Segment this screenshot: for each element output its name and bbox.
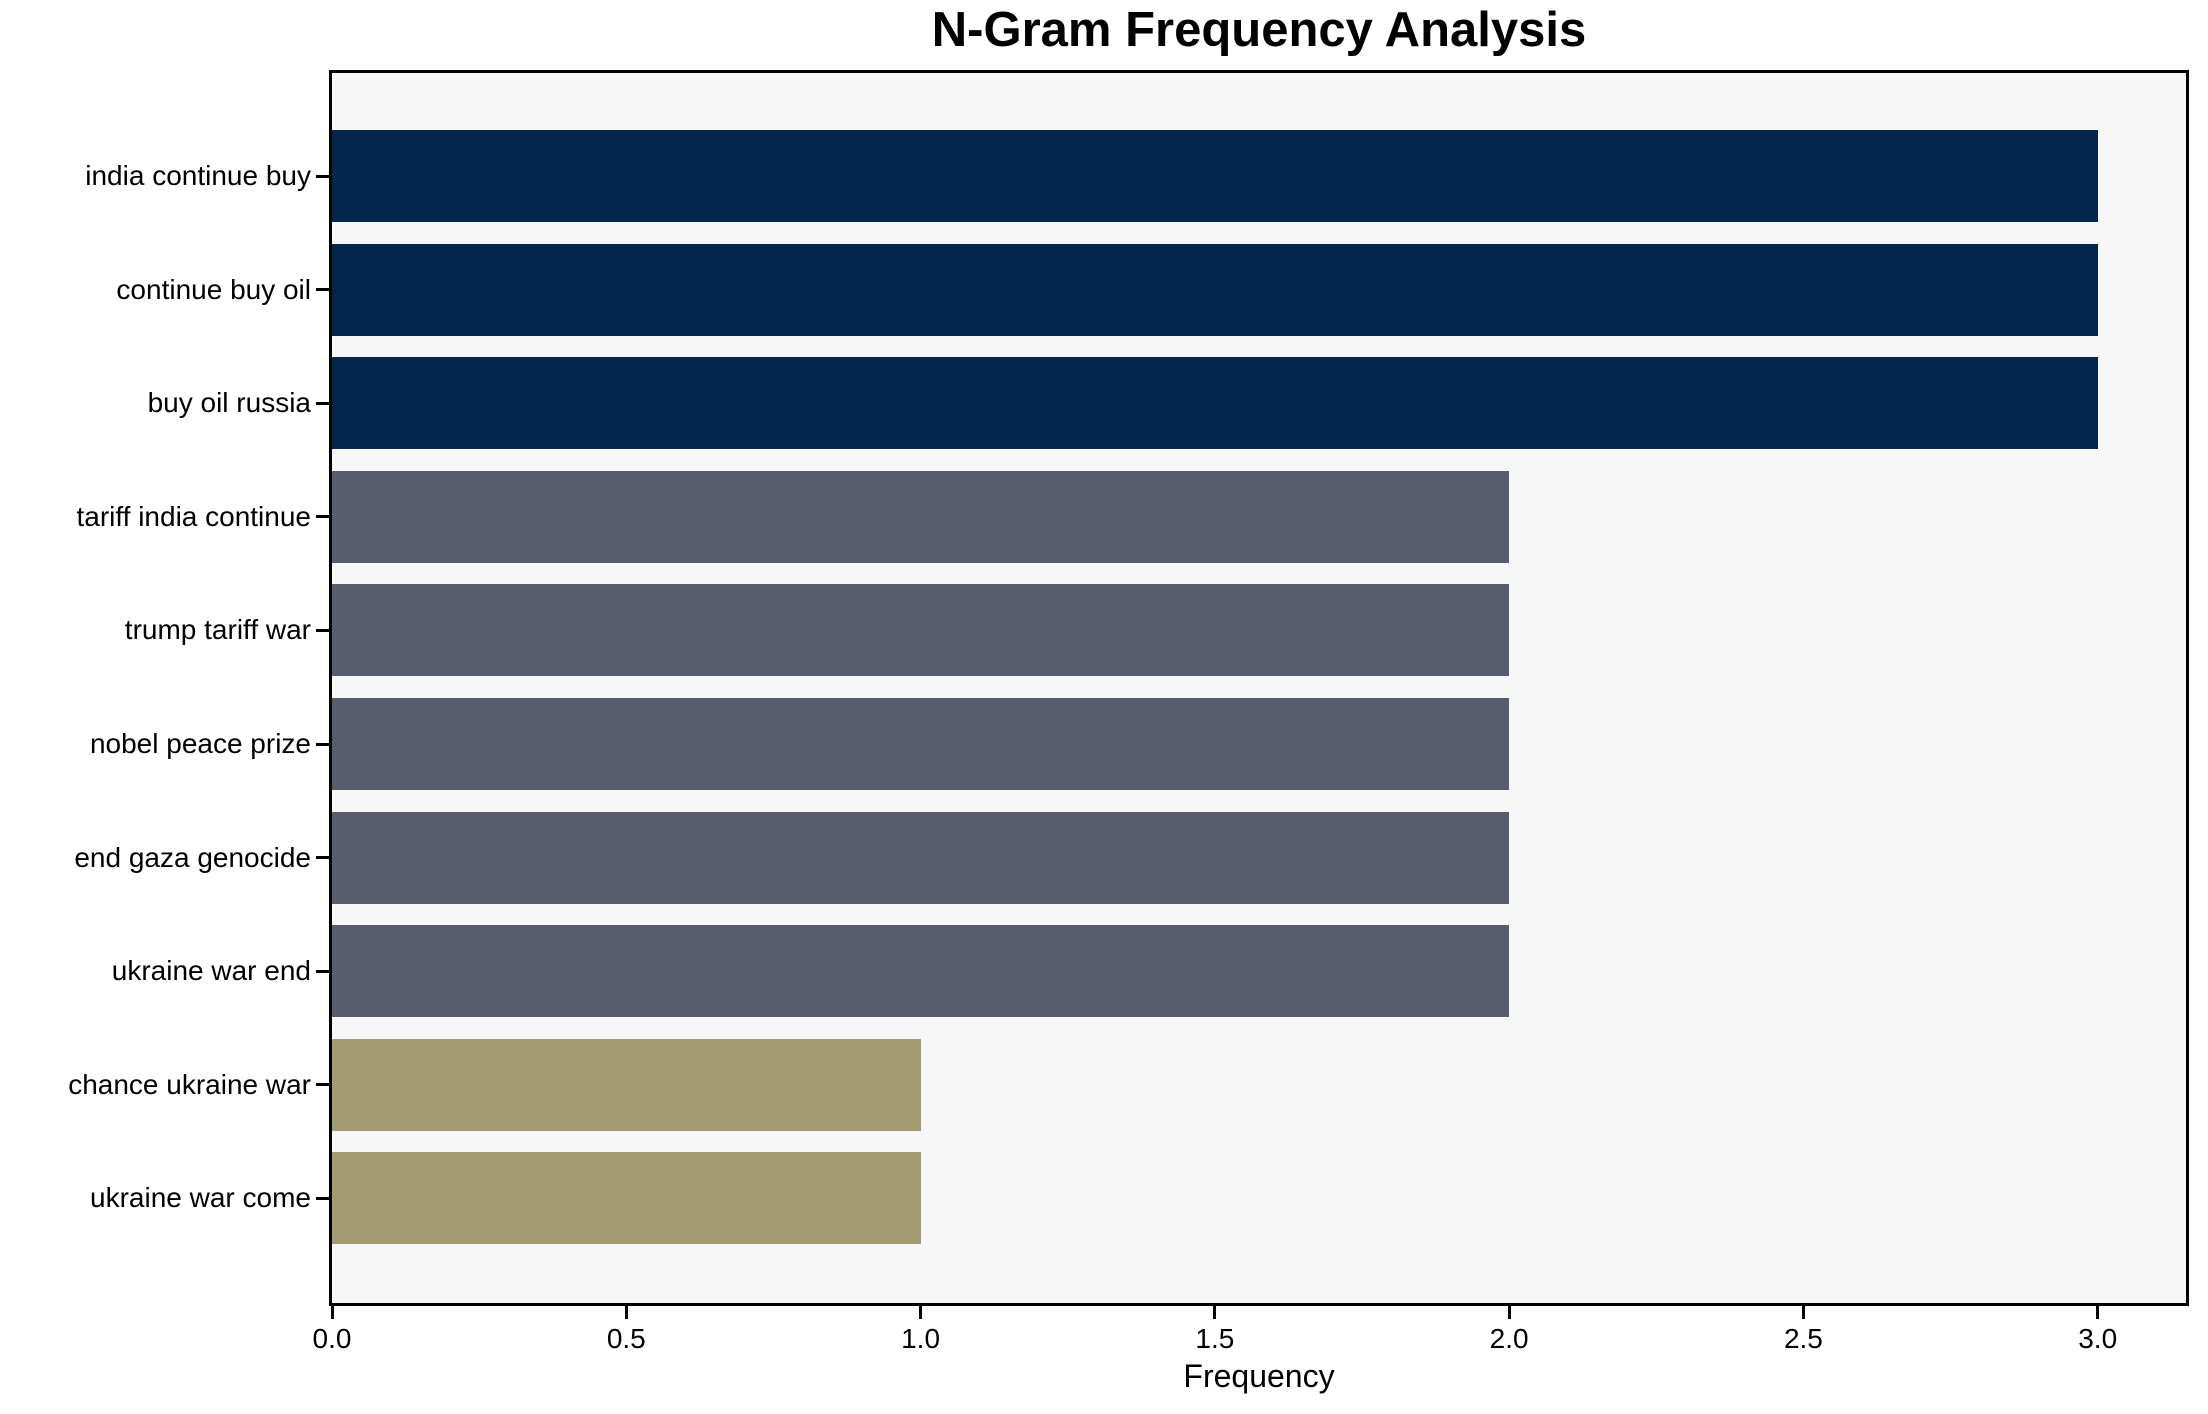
bar xyxy=(332,811,1509,904)
x-tick-mark xyxy=(2096,1306,2100,1319)
bar xyxy=(332,1152,921,1245)
x-tick-label: 3.0 xyxy=(2078,1323,2118,1354)
y-tick-mark xyxy=(316,856,329,860)
bar xyxy=(332,925,1509,1018)
bar xyxy=(332,130,2098,222)
y-tick-mark xyxy=(316,628,329,632)
x-tick-mark xyxy=(919,1306,923,1319)
x-tick-label: 2.0 xyxy=(1489,1323,1529,1354)
bar xyxy=(332,357,2098,450)
y-tick-label: ukraine war come xyxy=(90,1182,311,1214)
y-tick-mark xyxy=(316,288,329,292)
x-tick-mark xyxy=(330,1306,334,1319)
y-tick-mark xyxy=(316,174,329,178)
chart-title: N-Gram Frequency Analysis xyxy=(931,3,1587,57)
x-axis-title: Frequency xyxy=(1183,1358,1335,1394)
x-tick-label: 2.5 xyxy=(1783,1323,1823,1354)
bar xyxy=(332,584,1509,677)
x-tick-mark xyxy=(1507,1306,1511,1319)
y-tick-mark xyxy=(316,515,329,519)
y-tick-mark xyxy=(316,742,329,746)
y-tick-label: chance ukraine war xyxy=(68,1068,311,1100)
y-tick-mark xyxy=(316,401,329,405)
y-tick-label: buy oil russia xyxy=(147,387,311,419)
y-tick-mark xyxy=(316,969,329,973)
x-tick-label: 0.5 xyxy=(606,1323,646,1354)
y-tick-mark xyxy=(316,1083,329,1087)
y-tick-label: ukraine war end xyxy=(111,955,311,987)
x-tick-mark xyxy=(624,1306,628,1319)
bar xyxy=(332,470,1509,563)
x-tick-mark xyxy=(1213,1306,1217,1319)
x-tick-label: 1.0 xyxy=(901,1323,941,1354)
y-tick-label: trump tariff war xyxy=(124,614,311,646)
y-tick-mark xyxy=(316,1196,329,1200)
y-tick-label: india continue buy xyxy=(85,160,311,191)
y-tick-label: continue buy oil xyxy=(116,273,311,305)
bar xyxy=(332,1038,921,1131)
x-tick-mark xyxy=(1801,1306,1805,1319)
y-tick-label: end gaza genocide xyxy=(74,841,311,873)
bar xyxy=(332,243,2098,336)
bar xyxy=(332,698,1509,790)
y-tick-label: tariff india continue xyxy=(76,500,311,532)
plot-area xyxy=(329,70,2189,1306)
y-tick-label: nobel peace prize xyxy=(89,728,311,759)
x-tick-label: 0.0 xyxy=(312,1323,352,1354)
x-tick-label: 1.5 xyxy=(1195,1323,1235,1354)
